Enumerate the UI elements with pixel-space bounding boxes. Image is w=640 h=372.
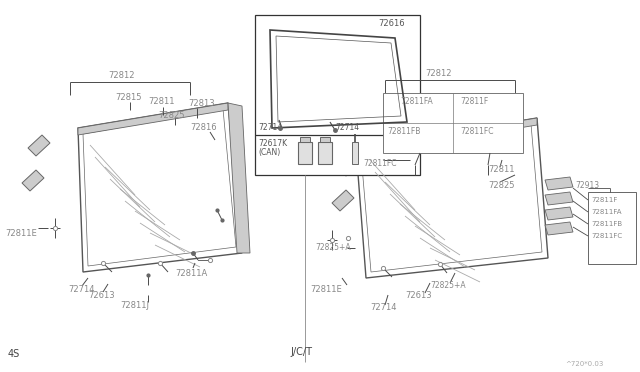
Text: 72913: 72913: [575, 182, 599, 190]
Text: 72714: 72714: [370, 304, 397, 312]
Text: 72811: 72811: [488, 166, 515, 174]
Text: 72616: 72616: [378, 19, 404, 28]
Text: 72714: 72714: [335, 124, 359, 132]
Text: 72811FA: 72811FA: [400, 97, 433, 106]
Text: 72812: 72812: [108, 71, 134, 80]
Bar: [298, 142, 312, 164]
Text: 72714: 72714: [68, 285, 95, 295]
Polygon shape: [22, 170, 44, 191]
Text: 72825+A: 72825+A: [315, 244, 351, 253]
Text: 72811A: 72811A: [175, 269, 207, 278]
Text: J/C/T: J/C/T: [290, 347, 312, 357]
Text: 72811FA: 72811FA: [591, 209, 621, 215]
Bar: [255, 15, 420, 175]
Text: 72812: 72812: [425, 70, 451, 78]
Text: 72811E: 72811E: [310, 285, 342, 295]
Text: 72811E: 72811E: [5, 228, 36, 237]
Text: 72811FB: 72811FB: [387, 128, 420, 137]
Text: 72813: 72813: [188, 99, 214, 108]
Polygon shape: [352, 142, 358, 164]
Text: 72825: 72825: [158, 110, 184, 119]
Polygon shape: [28, 135, 50, 156]
Polygon shape: [338, 155, 360, 176]
Text: 72811FB: 72811FB: [591, 221, 622, 227]
Text: 72613: 72613: [405, 292, 431, 301]
Text: 72816: 72816: [190, 124, 216, 132]
Text: 72825+A: 72825+A: [430, 282, 466, 291]
Polygon shape: [332, 190, 354, 211]
Text: 4S: 4S: [8, 349, 20, 359]
Polygon shape: [545, 192, 573, 205]
Bar: [318, 142, 332, 164]
Polygon shape: [545, 222, 573, 235]
Text: 72815: 72815: [115, 93, 141, 102]
Polygon shape: [356, 118, 537, 155]
Text: (CAN): (CAN): [258, 148, 280, 157]
Text: ^720*0.03: ^720*0.03: [565, 361, 604, 367]
Bar: [588, 192, 636, 264]
Text: 72811F: 72811F: [591, 197, 618, 203]
Polygon shape: [78, 103, 228, 135]
Text: 72714: 72714: [258, 124, 282, 132]
Text: 72811: 72811: [148, 97, 175, 106]
Text: 72825: 72825: [488, 180, 515, 189]
Text: 72811J: 72811J: [120, 301, 149, 310]
Text: 72617K: 72617K: [258, 138, 287, 148]
Text: 72613: 72613: [88, 292, 115, 301]
Text: 72811FC: 72811FC: [591, 233, 622, 239]
Polygon shape: [545, 177, 573, 190]
Bar: [300, 137, 310, 142]
Bar: [320, 137, 330, 142]
Polygon shape: [228, 103, 250, 253]
Text: 72811F: 72811F: [460, 97, 488, 106]
Text: 72811FC: 72811FC: [363, 158, 397, 167]
Text: 72811FC: 72811FC: [460, 128, 493, 137]
Polygon shape: [545, 207, 573, 220]
Bar: [383, 93, 523, 153]
